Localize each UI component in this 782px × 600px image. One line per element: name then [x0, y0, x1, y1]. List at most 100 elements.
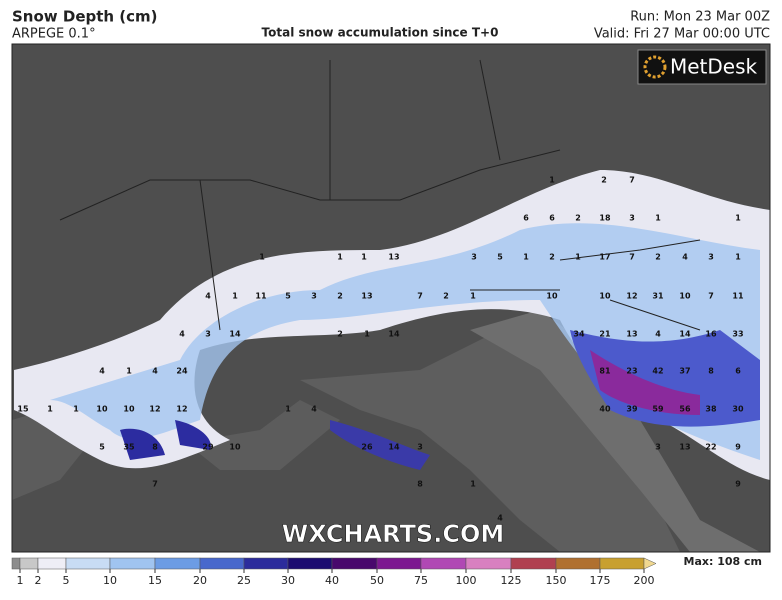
legend-swatch: [37, 557, 67, 570]
snow-alps-west: [120, 420, 211, 460]
legend-swatch: [154, 557, 201, 570]
map-label: 2: [337, 292, 343, 301]
map-label: 37: [679, 367, 690, 376]
legend-swatch: [65, 557, 111, 570]
map-label: 6: [735, 367, 741, 376]
map-label: 10: [679, 292, 691, 301]
map-label: 4: [497, 514, 503, 523]
snow-max: [590, 350, 700, 415]
map-label: 8: [708, 367, 714, 376]
map-label: 16: [705, 330, 717, 339]
legend-tick-label: 5: [63, 574, 70, 587]
map-label: 38: [705, 405, 717, 414]
map-label: 30: [732, 405, 744, 414]
map-label: 33: [732, 330, 743, 339]
legend-tick-label: 2: [35, 574, 42, 587]
legend-tick-label: 150: [546, 574, 567, 587]
legend-swatch: [11, 557, 21, 570]
map-label: 10: [546, 292, 558, 301]
map-label: 42: [652, 367, 663, 376]
map-label: 3: [629, 214, 635, 223]
watermark: WXCHARTS.COM: [282, 520, 504, 548]
map-label: 24: [176, 367, 188, 376]
map-label: 11: [255, 292, 267, 301]
title: Snow Depth (cm): [12, 8, 158, 26]
logo: MetDesk: [670, 55, 758, 79]
legend-arrow: [643, 557, 657, 570]
legend-swatch: [287, 557, 333, 570]
legend-tick-label: 100: [456, 574, 477, 587]
map-label: 12: [176, 405, 187, 414]
map-labels: 1 2 76 6 2 18 3 1 11 1 1 13 3 5 1 2 1 17 7 2 4 3 14 1 11 5 3 2 13 7 2 1…: [17, 176, 744, 523]
map-frame: [11, 43, 771, 553]
map-label: 1: [735, 253, 741, 262]
map-label: 2: [655, 253, 661, 262]
italy: [300, 330, 680, 552]
map-label: 7: [629, 176, 635, 185]
map-label: 10: [599, 292, 611, 301]
map-label: 3: [311, 292, 317, 301]
legend-swatch: [376, 557, 422, 570]
map-label: 5: [285, 292, 291, 301]
model: ARPEGE 0.1°: [12, 27, 96, 42]
map-label: 3: [655, 443, 661, 452]
map-label: 34: [573, 330, 585, 339]
map-label: 21: [599, 330, 611, 339]
legend-swatch: [331, 557, 378, 570]
map-label: 6: [523, 214, 529, 223]
legend-tick-label: 75: [414, 574, 428, 587]
map-label: 4: [152, 367, 158, 376]
run: Run: Mon 23 Mar 00Z: [630, 10, 770, 25]
map-label: 13: [679, 443, 690, 452]
map-label: 1: [361, 253, 367, 262]
logo-icon: [643, 55, 667, 79]
map-label: 4: [311, 405, 317, 414]
map-label: 1: [126, 367, 132, 376]
legend-swatch: [599, 557, 645, 570]
map-label: 13: [388, 253, 399, 262]
map-label: 4: [99, 367, 105, 376]
map-label: 18: [599, 214, 611, 223]
map-label: 9: [735, 480, 741, 489]
map-label: 4: [205, 292, 211, 301]
legend-tick-label: 175: [590, 574, 611, 587]
map-label: 7: [629, 253, 635, 262]
map-label: 29: [202, 443, 214, 452]
map-label: 14: [679, 330, 691, 339]
map-label: 39: [626, 405, 638, 414]
legend-swatch: [555, 557, 601, 570]
map-label: 1: [47, 405, 53, 414]
map-label: 35: [123, 443, 135, 452]
map-label: 4: [682, 253, 688, 262]
legend-swatch: [19, 557, 39, 570]
map-label: 2: [337, 330, 343, 339]
map-label: 7: [152, 480, 158, 489]
legend-swatch: [243, 557, 289, 570]
map-label: 14: [229, 330, 241, 339]
map-label: 6: [549, 214, 555, 223]
snow-apennines: [330, 420, 430, 470]
legend-tick-label: 15: [148, 574, 162, 587]
snow-dark: [570, 330, 760, 427]
map-label: 3: [205, 330, 211, 339]
map-label: 1: [364, 330, 370, 339]
map-label: 7: [708, 292, 714, 301]
map-label: 1: [232, 292, 238, 301]
map-label: 3: [417, 443, 423, 452]
logo-box: [637, 49, 767, 85]
map-label: 4: [179, 330, 185, 339]
map-label: 2: [575, 214, 581, 223]
legend-swatch: [199, 557, 245, 570]
map-label: 2: [549, 253, 555, 262]
map: MetDesk WXCHARTS.COM: [11, 43, 771, 560]
map-label: 2: [443, 292, 449, 301]
legend-tick-label: 1: [17, 574, 24, 587]
map-label: 10: [123, 405, 135, 414]
map-label: 3: [708, 253, 714, 262]
adriatic: [470, 310, 760, 552]
map-label: 1: [523, 253, 529, 262]
map-label: 14: [388, 443, 400, 452]
map-label: 1: [575, 253, 581, 262]
